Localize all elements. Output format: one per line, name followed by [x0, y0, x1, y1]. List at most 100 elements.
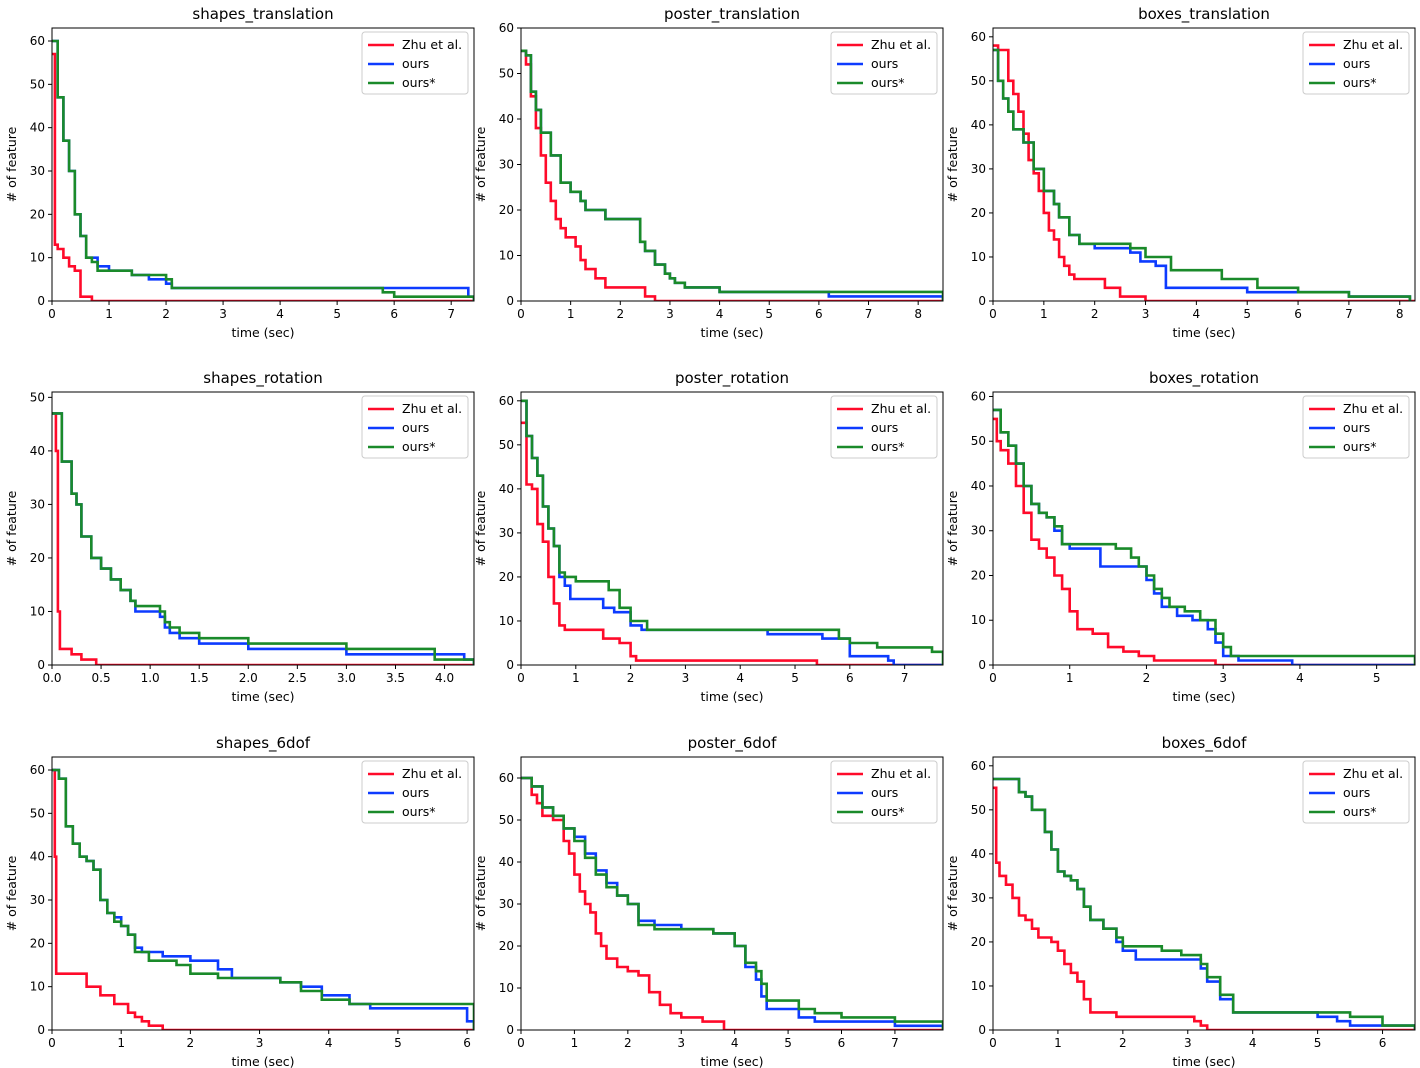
legend-label: ours — [1343, 56, 1370, 71]
axes-frame — [520, 756, 944, 1031]
x-tick-label: 5 — [791, 671, 799, 685]
axes-frame — [51, 756, 475, 1031]
series-line-ours- — [993, 408, 1415, 665]
y-tick-label: 0 — [978, 658, 986, 672]
chart-title: shapes_translation — [192, 5, 333, 24]
x-tick-label: 0 — [989, 1036, 997, 1050]
x-tick-label: 0 — [517, 671, 525, 685]
axes-frame — [51, 27, 475, 302]
series-line-zhu-et-al- — [993, 786, 1415, 1030]
chart-title: poster_rotation — [675, 369, 789, 388]
chart-title: shapes_6dof — [216, 734, 311, 753]
x-tick-label: 4 — [276, 307, 284, 321]
legend-label: ours* — [871, 75, 904, 90]
y-axis-label: # of feature — [945, 126, 960, 202]
y-tick-label: 50 — [499, 67, 514, 81]
y-tick-label: 60 — [30, 34, 45, 48]
y-tick-label: 40 — [971, 479, 986, 493]
x-tick-label: 2 — [616, 307, 624, 321]
y-tick-label: 20 — [971, 935, 986, 949]
series-group — [52, 412, 474, 665]
x-tick-label: 5 — [765, 307, 773, 321]
x-tick-label: 1 — [117, 1036, 125, 1050]
x-tick-label: 4.0 — [435, 671, 454, 685]
legend: Zhu et al. ours ours* — [361, 395, 469, 459]
y-tick-label: 10 — [499, 249, 514, 263]
x-axis-label: time (sec) — [231, 689, 294, 704]
x-tick-label: 1 — [1054, 1036, 1062, 1050]
x-tick-label: 3 — [677, 1036, 685, 1050]
x-tick-label: 0 — [48, 1036, 56, 1050]
legend: Zhu et al. ours ours* — [1302, 31, 1410, 95]
x-tick-label: 0.0 — [42, 671, 61, 685]
series-line-ours- — [52, 412, 474, 665]
y-axis-label: # of feature — [473, 855, 488, 931]
legend: Zhu et al. ours ours* — [361, 31, 469, 95]
x-tick-label: 1 — [1040, 307, 1048, 321]
y-tick-label: 60 — [971, 759, 986, 773]
x-tick-label: 1 — [567, 307, 575, 321]
y-tick-label: 20 — [971, 568, 986, 582]
y-tick-label: 60 — [499, 394, 514, 408]
y-tick-label: 30 — [971, 524, 986, 538]
series-line-ours- — [52, 768, 474, 1030]
y-tick-label: 10 — [30, 604, 45, 618]
x-tick-label: 3 — [666, 307, 674, 321]
x-tick-label: 1.0 — [141, 671, 160, 685]
y-tick-label: 60 — [499, 21, 514, 35]
axes-frame — [992, 27, 1416, 302]
legend: Zhu et al. ours ours* — [830, 31, 938, 95]
y-tick-label: 40 — [499, 482, 514, 496]
x-tick-label: 2 — [1091, 307, 1099, 321]
x-tick-label: 6 — [1379, 1036, 1387, 1050]
legend-label: Zhu et al. — [1343, 766, 1403, 781]
y-tick-label: 10 — [30, 980, 45, 994]
legend-box — [1302, 760, 1410, 824]
y-tick-label: 0 — [506, 658, 514, 672]
series-line-zhu-et-al- — [52, 52, 474, 301]
y-tick-label: 0 — [978, 294, 986, 308]
x-tick-label: 2 — [1119, 1036, 1127, 1050]
x-tick-label: 5 — [1373, 671, 1381, 685]
legend: Zhu et al. ours ours* — [1302, 760, 1410, 824]
chart-poster_6dof: poster_6dof 0 1 2 3 4 5 6 7 0 10 20 30 40 50 60 time (se… — [473, 734, 944, 1068]
y-tick-label: 10 — [971, 979, 986, 993]
y-tick-label: 30 — [30, 164, 45, 178]
x-tick-label: 3 — [219, 307, 227, 321]
x-tick-label: 2.0 — [239, 671, 258, 685]
y-tick-label: 0 — [37, 658, 45, 672]
x-tick-label: 4 — [1193, 307, 1201, 321]
y-tick-label: 40 — [499, 112, 514, 126]
series-line-zhu-et-al- — [52, 412, 474, 665]
chart-boxes_translation: boxes_translation 0 1 2 3 4 5 6 7 8 0 10 20 30 40 50 60 t… — [945, 5, 1416, 340]
legend-label: ours — [1343, 420, 1370, 435]
legend: Zhu et al. ours ours* — [830, 760, 938, 824]
x-tick-label: 0 — [517, 1036, 525, 1050]
x-tick-label: 4 — [1249, 1036, 1257, 1050]
y-tick-label: 20 — [499, 570, 514, 584]
series-group — [521, 399, 943, 665]
legend-label: Zhu et al. — [871, 401, 931, 416]
y-tick-label: 0 — [37, 294, 45, 308]
x-tick-label: 2 — [1143, 671, 1151, 685]
series-line-ours- — [52, 39, 474, 301]
legend-label: ours* — [871, 804, 904, 819]
legend-box — [830, 760, 938, 824]
legend-label: ours — [871, 785, 898, 800]
y-tick-label: 40 — [971, 847, 986, 861]
x-tick-label: 0 — [989, 307, 997, 321]
x-tick-label: 2 — [187, 1036, 195, 1050]
x-tick-label: 8 — [914, 307, 922, 321]
y-tick-label: 10 — [499, 981, 514, 995]
x-tick-label: 1 — [572, 671, 580, 685]
y-tick-label: 20 — [30, 207, 45, 221]
x-tick-label: 8 — [1396, 307, 1404, 321]
legend-label: ours* — [402, 75, 435, 90]
legend-box — [361, 31, 469, 95]
series-line-ours- — [521, 399, 943, 665]
y-tick-label: 50 — [971, 803, 986, 817]
y-tick-label: 10 — [30, 251, 45, 265]
x-tick-label: 4 — [325, 1036, 333, 1050]
